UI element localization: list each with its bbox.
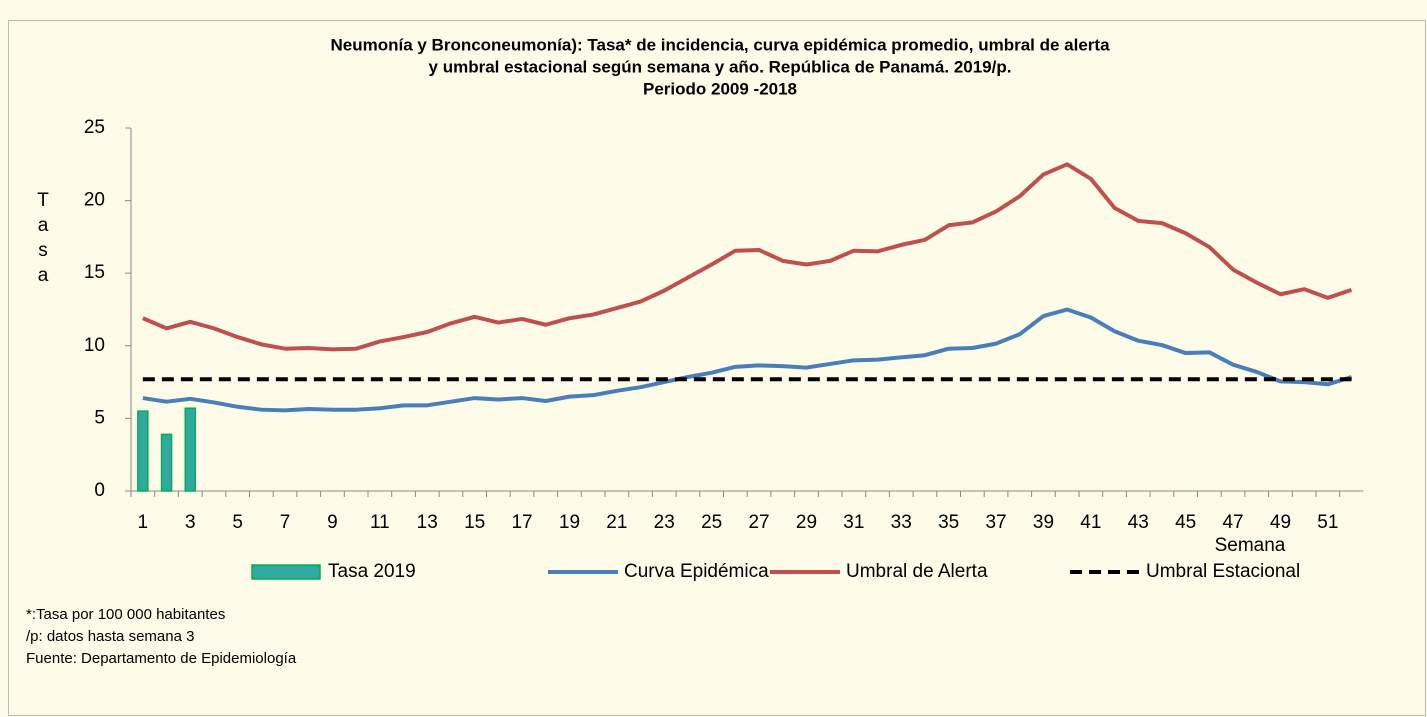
x-tick-label: 25 <box>701 512 722 533</box>
chart-title: Neumonía y Bronconeumonía): Tasa* de inc… <box>330 35 1110 54</box>
x-tick-label: 29 <box>796 512 817 533</box>
x-tick-label: 27 <box>748 512 769 533</box>
x-tick-label: 43 <box>1128 512 1149 533</box>
x-tick-label: 13 <box>417 512 438 533</box>
legend-label: Curva Epidémica <box>624 561 769 582</box>
x-tick-label: 3 <box>185 512 196 533</box>
x-tick-label: 17 <box>511 512 532 533</box>
series-line <box>142 162 1353 352</box>
x-tick-label: 15 <box>464 512 485 533</box>
x-tick-label: 11 <box>370 512 390 533</box>
y-axis-label: Tasa <box>33 190 54 290</box>
x-axis-label: Semana <box>1215 535 1286 556</box>
x-tick-label: 45 <box>1175 512 1196 533</box>
bar <box>184 407 196 492</box>
x-tick-label: 9 <box>327 512 338 533</box>
footnote: Fuente: Departamento de Epidemiología <box>26 650 297 667</box>
chart-title: y umbral estacional según semana y año. … <box>429 57 1012 76</box>
footnote: *:Tasa por 100 000 habitantes <box>26 606 225 623</box>
y-tick-label: 0 <box>94 480 105 501</box>
y-tick-label: 5 <box>94 407 105 428</box>
footnote: /p: datos hasta semana 3 <box>26 628 194 645</box>
y-tick-label: 10 <box>84 335 105 356</box>
legend-label: Umbral Estacional <box>1146 561 1300 582</box>
x-tick-label: 47 <box>1222 512 1243 533</box>
x-tick-label: 39 <box>1033 512 1054 533</box>
x-tick-label: 37 <box>985 512 1006 533</box>
x-tick-label: 35 <box>938 512 959 533</box>
chart-title: Periodo 2009 -2018 <box>643 79 797 98</box>
y-tick-label: 25 <box>84 117 105 138</box>
legend-label: Tasa 2019 <box>328 561 416 582</box>
x-tick-label: 5 <box>232 512 243 533</box>
x-tick-label: 51 <box>1317 512 1338 533</box>
bar <box>137 410 149 492</box>
y-tick-label: 20 <box>84 190 105 211</box>
x-tick-label: 7 <box>280 512 291 533</box>
x-tick-label: 49 <box>1270 512 1291 533</box>
bar <box>160 433 173 492</box>
x-tick-label: 33 <box>891 512 912 533</box>
x-tick-label: 23 <box>654 512 675 533</box>
legend-label: Umbral de Alerta <box>846 561 988 582</box>
x-tick-label: 19 <box>559 512 580 533</box>
frame <box>8 20 1426 716</box>
x-tick-label: 1 <box>138 512 149 533</box>
series-line <box>142 307 1353 413</box>
x-tick-label: 31 <box>843 512 864 533</box>
x-tick-label: 21 <box>606 512 627 533</box>
x-tick-label: 41 <box>1080 512 1101 533</box>
y-tick-label: 15 <box>84 262 105 283</box>
legend-swatch <box>251 564 321 580</box>
